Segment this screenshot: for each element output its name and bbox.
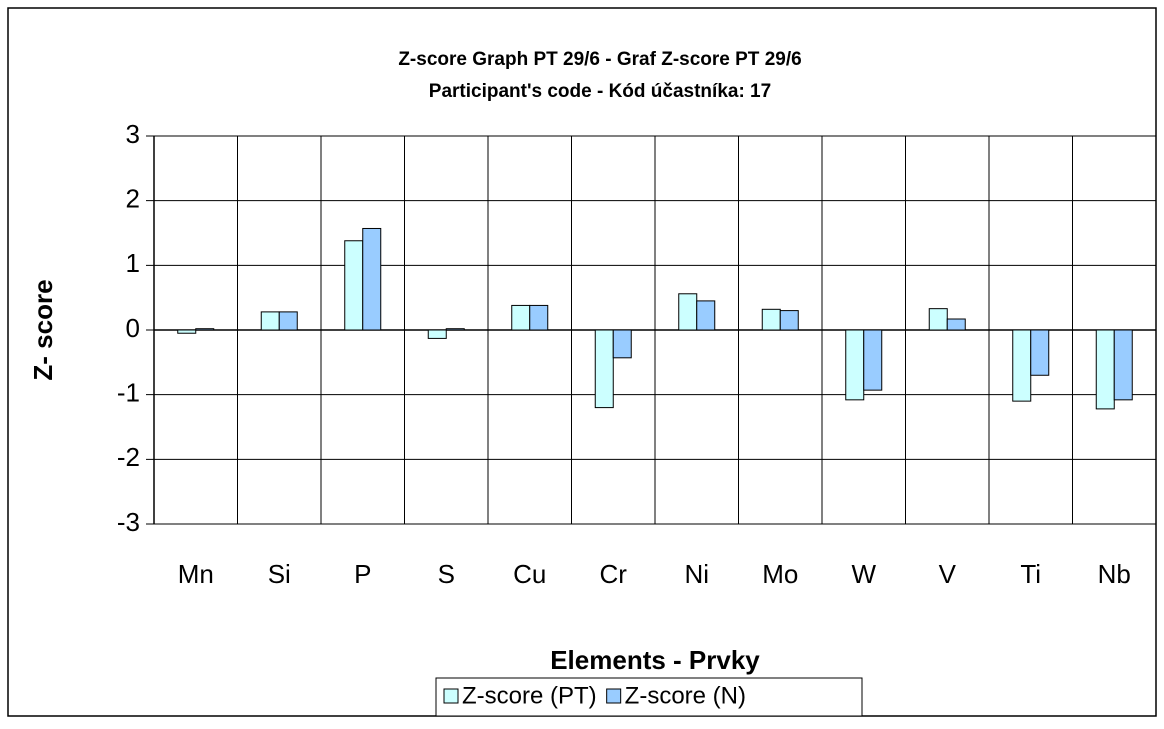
- bar: [344, 240, 364, 331]
- x-tick-label: Cu: [513, 559, 546, 589]
- chart-border: [7, 7, 1157, 717]
- legend-box: [435, 677, 863, 717]
- bar: [445, 328, 465, 331]
- bar: [195, 328, 215, 331]
- y-tick-label: 3: [126, 119, 140, 149]
- x-tick-label: Ni: [684, 559, 709, 589]
- bar: [845, 329, 865, 401]
- bar: [612, 329, 632, 359]
- bar: [928, 308, 948, 331]
- bar: [1113, 329, 1133, 401]
- legend-swatch: [606, 688, 622, 704]
- x-tick-label: Si: [268, 559, 291, 589]
- bar: [529, 304, 549, 331]
- y-tick-label: -1: [117, 378, 140, 408]
- bar: [696, 300, 716, 331]
- bar: [1012, 329, 1032, 402]
- bar: [946, 318, 966, 331]
- bar: [177, 329, 197, 334]
- x-tick-label: V: [939, 559, 957, 589]
- x-tick-label: Mo: [762, 559, 798, 589]
- x-tick-label: Cr: [600, 559, 628, 589]
- bar: [761, 308, 781, 331]
- bar: [511, 304, 531, 331]
- x-tick-label: W: [851, 559, 876, 589]
- y-tick-label: -3: [117, 507, 140, 537]
- x-tick-label: Nb: [1098, 559, 1131, 589]
- bar: [779, 310, 799, 331]
- legend-label: Z-score (N): [625, 682, 746, 709]
- y-tick-label: 0: [126, 313, 140, 343]
- y-tick-label: 1: [126, 248, 140, 278]
- x-tick-label: Mn: [178, 559, 214, 589]
- bar: [1030, 329, 1050, 376]
- x-tick-label: S: [438, 559, 455, 589]
- bar: [594, 329, 614, 409]
- bar: [362, 227, 382, 331]
- bar: [863, 329, 883, 391]
- legend-swatch: [443, 688, 459, 704]
- chart-title: Z-score Graph PT 29/6 - Graf Z-score PT …: [398, 49, 801, 70]
- bar: [427, 329, 447, 339]
- x-tick-label: P: [354, 559, 371, 589]
- bar: [278, 311, 298, 331]
- y-axis-title: Z- score: [28, 279, 58, 380]
- x-axis-title: Elements - Prvky: [550, 645, 760, 675]
- y-tick-label: 2: [126, 184, 140, 214]
- legend-label: Z-score (PT): [462, 682, 597, 709]
- bar: [1095, 329, 1115, 410]
- y-tick-label: -2: [117, 442, 140, 472]
- bar: [678, 293, 698, 331]
- chart-subtitle: Participant's code - Kód účastníka: 17: [429, 81, 771, 102]
- x-tick-label: Ti: [1020, 559, 1041, 589]
- bar: [260, 311, 280, 331]
